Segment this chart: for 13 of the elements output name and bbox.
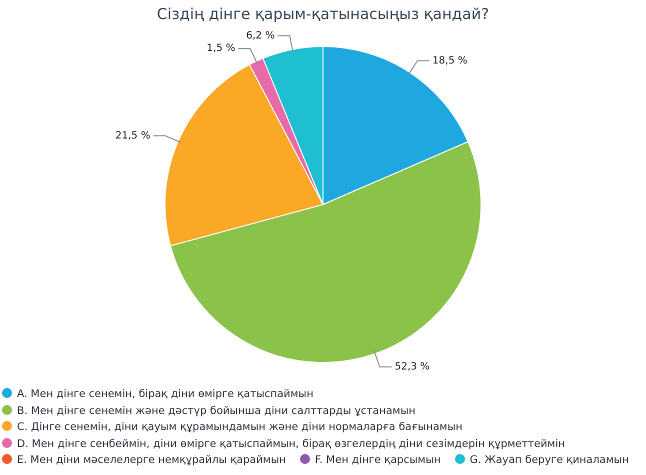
data-label: 21,5 % [115,130,150,142]
legend-label: G. Жауап беруге қиналамын [468,453,629,468]
data-label: 1,5 % [206,43,236,54]
legend-label: D. Мен дінге сенбеймін, діни өмірге қатыспаймын, бірақ өзгелердің діни сезімдерін құрметтеймін [16,436,566,452]
data-label: 6,2 % [246,30,275,42]
legend-label: A. Мен дінге сенемін, бірақ діни өмірге қатыспаймын [16,387,314,402]
legend-label: F. Мен дінге қарсымын [314,453,441,468]
legend-label: C. Дінге сенемін, діни қауым құрамындамын және діни нормаларға бағынамын [16,420,464,435]
data-label: 18,5 % [432,55,468,66]
chart-title: Сіздің дінге қарым-қатынасыңыз қандай? [156,4,490,23]
data-label: 52,3 % [394,361,430,372]
legend-label: E. Мен діни мәселелерге немқұрайлы қараймын [16,453,286,468]
legend-label: B. Мен дінге сенемін және дәстүр бойынша діни салттарды ұстанамын [16,404,416,418]
